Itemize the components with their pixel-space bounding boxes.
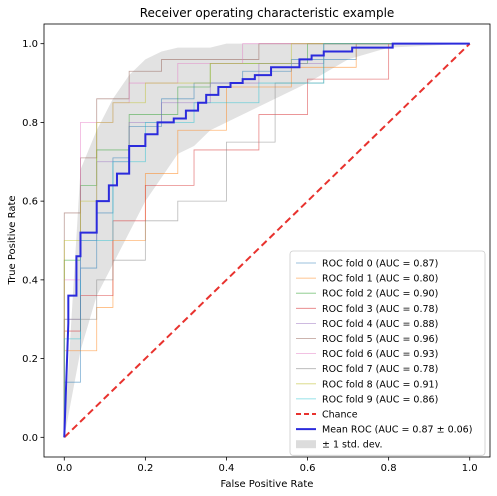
- legend-std-dev-label: ± 1 std. dev.: [322, 440, 383, 451]
- x-tick-label: 0.6: [300, 463, 316, 474]
- roc-fold-1-line: [63, 43, 470, 438]
- axes-frame: [43, 23, 491, 458]
- x-tick-label: 0.4: [219, 463, 235, 474]
- y-tick-label: 0.4: [22, 275, 38, 286]
- legend-chance-label: Chance: [322, 410, 358, 421]
- x-tick-label: 0.8: [381, 463, 397, 474]
- y-tick-label: 0.2: [22, 354, 38, 365]
- y-tick-label: 0.8: [22, 118, 38, 129]
- legend-fold-9-label: ROC fold 9 (AUC = 0.86): [322, 394, 438, 405]
- x-axis-label: False Positive Rate: [221, 479, 314, 490]
- std-dev-band: [64, 43, 470, 438]
- legend-fold-5-label: ROC fold 5 (AUC = 0.96): [322, 334, 438, 345]
- x-tick-label: 0.0: [56, 463, 72, 474]
- legend-fold-0-label: ROC fold 0 (AUC = 0.87): [322, 259, 438, 270]
- roc-fold-9-line: [63, 43, 470, 438]
- legend-box: [289, 250, 486, 456]
- x-tick-label: 0.2: [137, 463, 153, 474]
- chart-title: Receiver operating characteristic exampl…: [140, 6, 395, 20]
- y-tick-label: 0.0: [22, 433, 38, 444]
- y-tick-label: 0.6: [22, 197, 38, 208]
- plot-area: [63, 42, 471, 439]
- legend-fold-1-label: ROC fold 1 (AUC = 0.80): [322, 274, 438, 285]
- y-tick-label: 1.0: [22, 39, 38, 50]
- chance-line: [63, 42, 471, 439]
- legend-fold-2-label: ROC fold 2 (AUC = 0.90): [322, 289, 438, 300]
- legend-fold-3-label: ROC fold 3 (AUC = 0.78): [322, 304, 438, 315]
- y-axis-label: True Positive Rate: [7, 195, 18, 285]
- legend-fold-7-label: ROC fold 7 (AUC = 0.78): [322, 364, 438, 375]
- legend-fold-6-label: ROC fold 6 (AUC = 0.93): [322, 349, 438, 360]
- legend: ROC fold 0 (AUC = 0.87) ROC fold 1 (AUC =…: [289, 250, 486, 456]
- legend-fold-8-label: ROC fold 8 (AUC = 0.91): [322, 379, 438, 390]
- roc-fold-8-line: [63, 43, 470, 438]
- mean-roc-line: [63, 42, 470, 438]
- x-tick-label: 1.0: [462, 463, 478, 474]
- legend-std-dev-swatch: [296, 440, 316, 449]
- legend-fold-4-label: ROC fold 4 (AUC = 0.88): [322, 319, 438, 330]
- axes: 0.0 0.2 0.4 0.6 0.8 1.0 0.0 0.2 0.4 0.6 0.8 1.0: [22, 23, 491, 474]
- legend-mean-roc-label: Mean ROC (AUC = 0.87 ± 0.06): [322, 425, 472, 436]
